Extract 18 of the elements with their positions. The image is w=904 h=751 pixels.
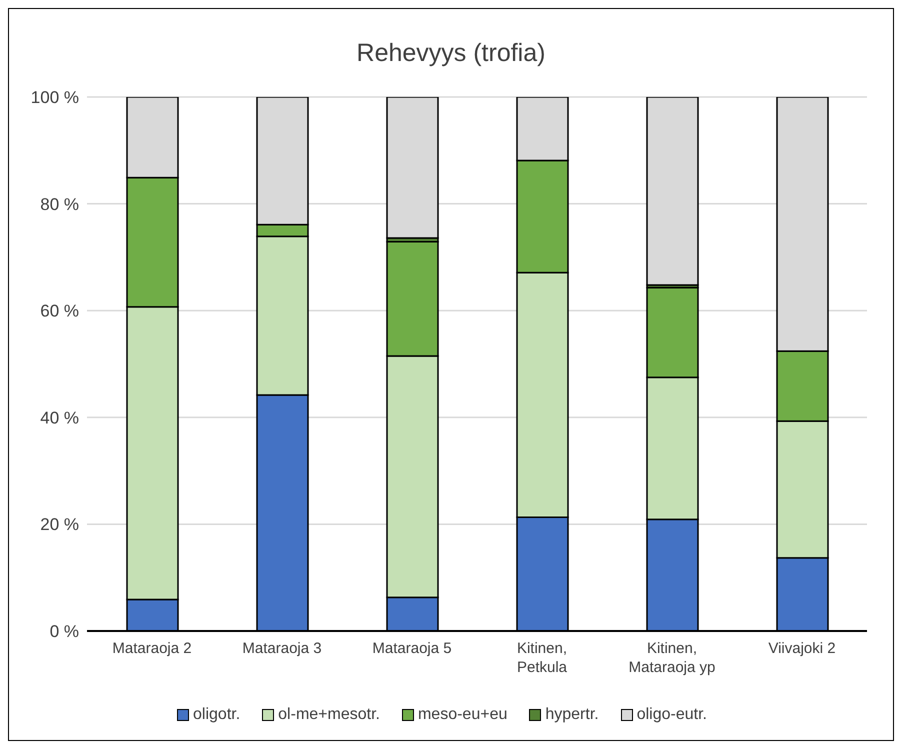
x-tick-label: Kitinen, Mataraoja yp bbox=[628, 640, 716, 676]
legend-label: hypertr. bbox=[545, 706, 599, 724]
y-tick-label: 60 % bbox=[40, 302, 79, 321]
legend-label: meso-eu+eu bbox=[418, 706, 508, 724]
x-tick-label: Mataraoja 3 bbox=[242, 640, 322, 657]
chart-title: Rehevyys (trofia) bbox=[356, 39, 546, 69]
x-tick-label: Viivajoki 2 bbox=[768, 640, 836, 657]
legend-label: oligotr. bbox=[193, 706, 240, 724]
x-tick-label: Kitinen, Petkula bbox=[516, 640, 568, 676]
legend-label: ol-me+mesotr. bbox=[278, 706, 380, 724]
y-tick-label: 0 % bbox=[50, 622, 79, 642]
y-tick-label: 100 % bbox=[30, 88, 79, 108]
y-tick-label: 80 % bbox=[40, 194, 79, 214]
legend-label: oligo-eutr. bbox=[636, 706, 707, 724]
x-tick-label: Mataraoja 2 bbox=[112, 640, 192, 657]
y-tick-label: 40 % bbox=[40, 408, 79, 428]
x-tick-label: Mataraoja 5 bbox=[372, 640, 452, 657]
y-tick-label: 20 % bbox=[40, 515, 79, 534]
